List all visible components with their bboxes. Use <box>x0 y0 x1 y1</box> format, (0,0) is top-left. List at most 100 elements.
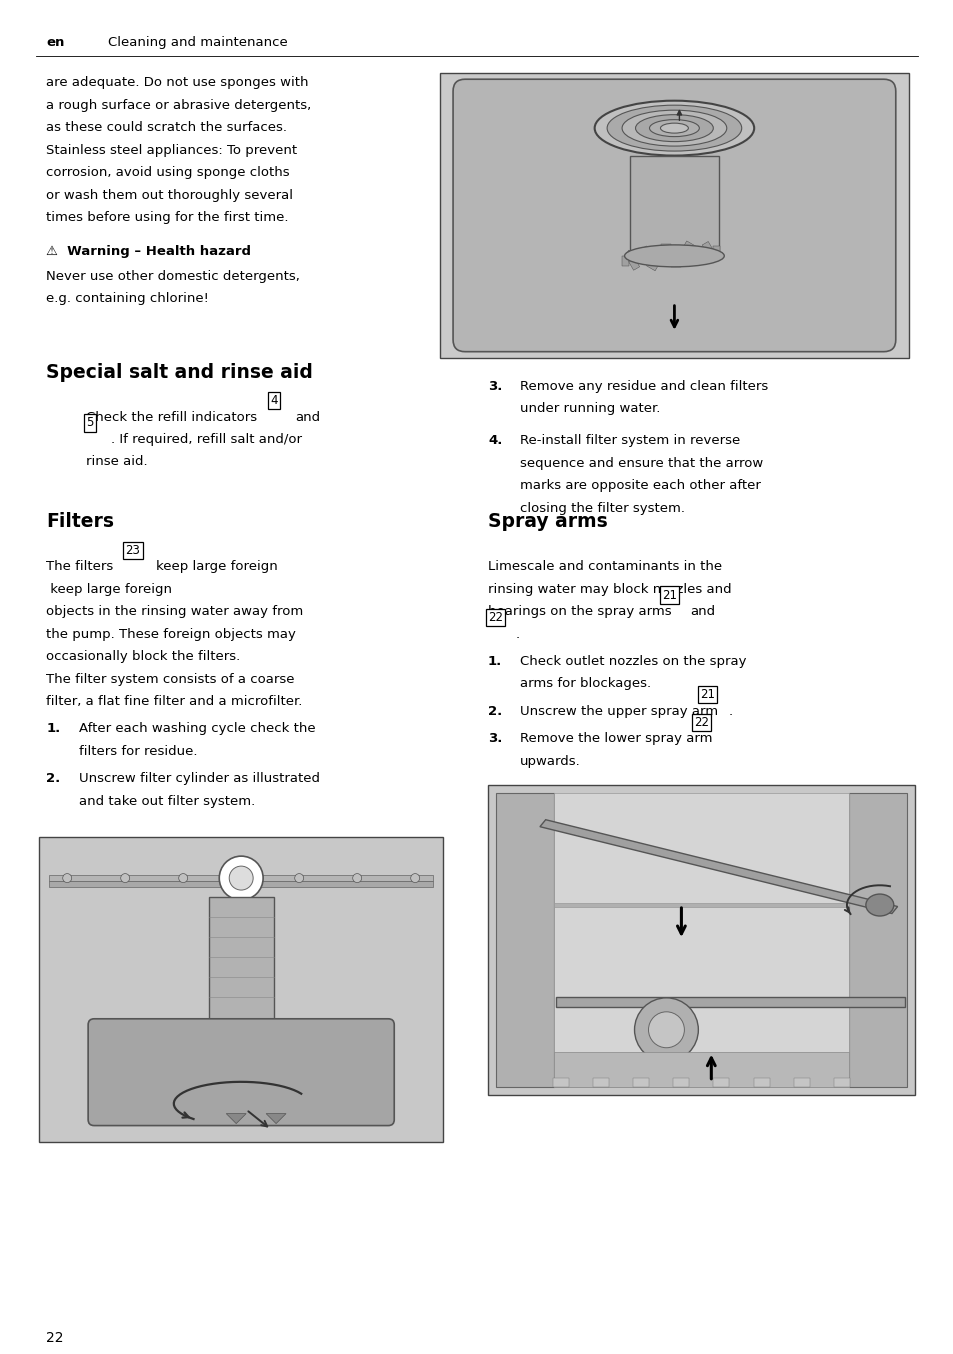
Bar <box>712 246 719 256</box>
Bar <box>713 1078 729 1087</box>
Text: and: and <box>295 410 320 424</box>
Circle shape <box>410 873 419 883</box>
Bar <box>621 256 628 265</box>
Bar <box>673 1078 688 1087</box>
Bar <box>628 259 639 271</box>
Circle shape <box>63 873 71 883</box>
Text: Special salt and rinse aid: Special salt and rinse aid <box>46 363 313 382</box>
Circle shape <box>178 873 188 883</box>
Text: corrosion, avoid using sponge cloths: corrosion, avoid using sponge cloths <box>46 167 290 179</box>
Text: 3.: 3. <box>487 379 502 393</box>
Bar <box>496 793 553 1087</box>
Text: 3.: 3. <box>487 733 502 746</box>
Polygon shape <box>266 1113 286 1124</box>
Text: 2.: 2. <box>487 705 501 718</box>
Bar <box>552 1078 568 1087</box>
Bar <box>633 1078 648 1087</box>
Circle shape <box>634 998 698 1062</box>
Text: en: en <box>46 37 65 49</box>
Text: sequence and ensure that the arrow: sequence and ensure that the arrow <box>519 456 762 470</box>
Bar <box>646 260 658 271</box>
Text: as these could scratch the surfaces.: as these could scratch the surfaces. <box>46 121 287 134</box>
Text: The filter system consists of a coarse: The filter system consists of a coarse <box>46 673 294 685</box>
Text: 1.: 1. <box>46 723 60 735</box>
Text: or wash them out thoroughly several: or wash them out thoroughly several <box>46 188 293 202</box>
Ellipse shape <box>659 123 688 133</box>
Text: the pump. These foreign objects may: the pump. These foreign objects may <box>46 628 295 640</box>
Bar <box>660 244 670 252</box>
Text: are adequate. Do not use sponges with: are adequate. Do not use sponges with <box>46 76 309 89</box>
Bar <box>50 875 433 881</box>
Text: filter, a flat fine filter and a microfilter.: filter, a flat fine filter and a microfi… <box>46 695 302 708</box>
Text: 2.: 2. <box>46 772 60 785</box>
Text: 21: 21 <box>661 589 677 601</box>
Bar <box>39 837 442 1141</box>
Text: rinsing water may block nozzles and: rinsing water may block nozzles and <box>487 582 731 596</box>
Text: Remove any residue and clean filters: Remove any residue and clean filters <box>519 379 767 393</box>
Bar <box>50 881 433 887</box>
Bar <box>439 73 908 357</box>
Bar <box>691 255 703 265</box>
Text: closing the filter system.: closing the filter system. <box>519 502 684 515</box>
Text: under running water.: under running water. <box>519 402 659 416</box>
Ellipse shape <box>606 106 740 152</box>
Text: arms for blockages.: arms for blockages. <box>519 677 650 691</box>
Text: times before using for the first time.: times before using for the first time. <box>46 211 289 223</box>
Bar <box>209 898 274 1032</box>
Text: Limescale and contaminants in the: Limescale and contaminants in the <box>487 561 721 573</box>
Text: Filters: Filters <box>46 512 114 531</box>
Bar <box>706 249 718 261</box>
Text: and take out filter system.: and take out filter system. <box>79 795 255 808</box>
Bar <box>833 1078 849 1087</box>
Text: Unscrew the upper spray arm: Unscrew the upper spray arm <box>519 705 718 718</box>
Text: occasionally block the filters.: occasionally block the filters. <box>46 650 240 663</box>
FancyBboxPatch shape <box>453 80 895 352</box>
Text: 22: 22 <box>487 611 502 624</box>
FancyBboxPatch shape <box>88 1018 394 1125</box>
Text: 4.: 4. <box>487 435 502 448</box>
Text: Never use other domestic detergents,: Never use other domestic detergents, <box>46 269 300 283</box>
Text: The filters: The filters <box>46 561 113 573</box>
Text: keep large foreign: keep large foreign <box>156 561 278 573</box>
Ellipse shape <box>635 115 713 142</box>
Bar <box>593 1078 608 1087</box>
Text: ⚠  Warning – Health hazard: ⚠ Warning – Health hazard <box>46 245 251 259</box>
Bar <box>629 156 719 256</box>
Text: Cleaning and maintenance: Cleaning and maintenance <box>108 37 288 49</box>
Text: and: and <box>689 605 714 619</box>
Bar <box>556 997 903 1007</box>
Text: keep large foreign: keep large foreign <box>46 582 172 596</box>
Bar <box>553 793 848 1087</box>
Text: 4: 4 <box>271 394 277 408</box>
Text: 22: 22 <box>693 716 708 728</box>
Text: a rough surface or abrasive detergents,: a rough surface or abrasive detergents, <box>46 99 312 111</box>
Text: .: . <box>516 628 519 640</box>
Text: 1.: 1. <box>487 655 501 668</box>
Text: objects in the rinsing water away from: objects in the rinsing water away from <box>46 605 303 619</box>
Text: 22: 22 <box>46 1331 64 1345</box>
Bar <box>753 1078 769 1087</box>
Text: Re-install filter system in reverse: Re-install filter system in reverse <box>519 435 740 448</box>
Bar <box>848 793 905 1087</box>
Bar <box>553 903 848 907</box>
Text: Check outlet nozzles on the spray: Check outlet nozzles on the spray <box>519 655 745 668</box>
Bar <box>793 1078 809 1087</box>
Circle shape <box>121 873 130 883</box>
Text: marks are opposite each other after: marks are opposite each other after <box>519 479 760 493</box>
Bar <box>701 241 713 253</box>
Polygon shape <box>226 1113 246 1124</box>
Text: Check the refill indicators: Check the refill indicators <box>86 410 257 424</box>
Text: Remove the lower spray arm: Remove the lower spray arm <box>519 733 712 746</box>
Circle shape <box>229 867 253 890</box>
Bar <box>553 1052 848 1087</box>
Ellipse shape <box>649 119 699 137</box>
Polygon shape <box>539 819 897 914</box>
Text: .: . <box>727 705 732 718</box>
Bar <box>623 250 634 263</box>
Bar <box>670 260 680 267</box>
Text: bearings on the spray arms: bearings on the spray arms <box>487 605 671 619</box>
Circle shape <box>353 873 361 883</box>
Circle shape <box>219 856 263 900</box>
Circle shape <box>294 873 303 883</box>
Ellipse shape <box>621 110 726 146</box>
